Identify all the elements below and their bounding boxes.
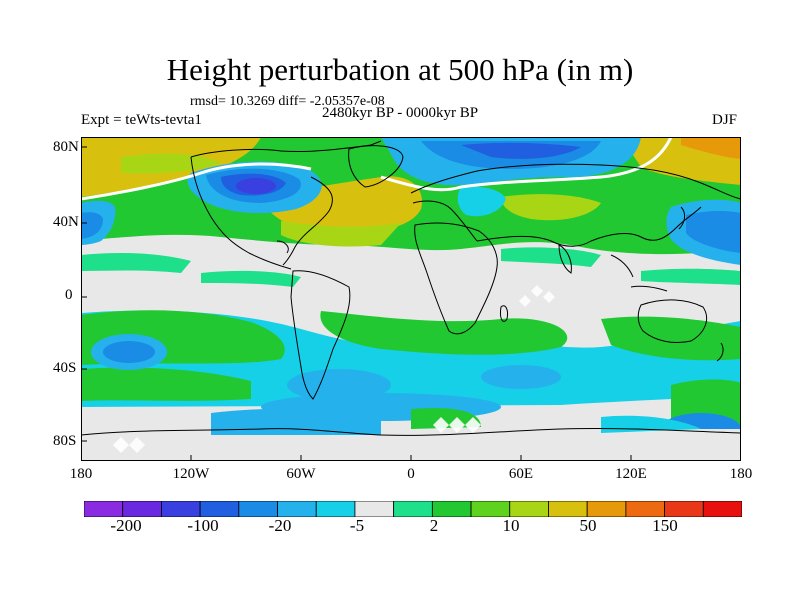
- x-tick-label: 0: [407, 466, 415, 482]
- colorbar-swatch: [354, 501, 395, 517]
- colorbar-label: 10: [502, 516, 520, 535]
- y-tick-label: 0: [65, 287, 73, 303]
- plot-title: Height perturbation at 500 hPa (in m): [166, 52, 634, 87]
- colorbar-swatch: [509, 501, 549, 517]
- s-atlantic-low: [287, 369, 391, 401]
- colorbar-label: 50: [579, 516, 597, 535]
- y-tick-label: 80N: [53, 139, 79, 155]
- colorbar-swatch: [625, 501, 665, 517]
- colorbar-label: -5: [349, 516, 365, 535]
- colorbar-label: 150: [652, 516, 678, 535]
- colorbar-swatch: [315, 501, 356, 517]
- y-tick-label: 40N: [53, 214, 79, 230]
- colorbar-label: -100: [187, 516, 219, 535]
- colorbar-swatch: [161, 501, 201, 517]
- season-label: DJF: [712, 112, 738, 128]
- rmsd-stats: rmsd= 10.3269 diff= -2.05357e-08: [190, 94, 385, 109]
- experiment-label: Expt = teWts-tevta1: [81, 112, 202, 128]
- colorbar-swatch: [199, 501, 240, 517]
- colorbar-label: -20: [268, 516, 292, 535]
- colorbar-swatch: [470, 501, 511, 517]
- x-tick-label: 60E: [508, 466, 534, 482]
- x-tick-label: 180: [729, 466, 753, 482]
- period-label: 2480kyr BP - 0000kyr BP: [322, 105, 479, 121]
- colorbar-swatch: [664, 501, 704, 517]
- map-plot: [81, 137, 741, 461]
- x-tick-label: 180: [69, 466, 93, 482]
- y-tick-label: 80S: [53, 433, 77, 449]
- colorbar-swatch: [122, 501, 162, 517]
- colorbar-swatch: [393, 501, 433, 517]
- colorbar-label: -200: [110, 516, 142, 535]
- colorbar-swatch: [548, 501, 588, 517]
- y-tick-label: 40S: [53, 360, 77, 376]
- colorbar-swatch: [238, 501, 278, 517]
- colorbar-swatch: [84, 501, 124, 517]
- x-tick-label: 60W: [286, 466, 316, 482]
- x-tick-label: 120W: [172, 466, 210, 482]
- colorbar-swatch: [702, 501, 742, 517]
- colorbar-label: 2: [429, 516, 439, 535]
- colorbar-swatch: [586, 501, 627, 517]
- colorbar-swatch: [431, 501, 472, 517]
- colorbar: [84, 501, 742, 517]
- x-tick-label: 120E: [615, 466, 647, 482]
- colorbar-swatch: [277, 501, 317, 517]
